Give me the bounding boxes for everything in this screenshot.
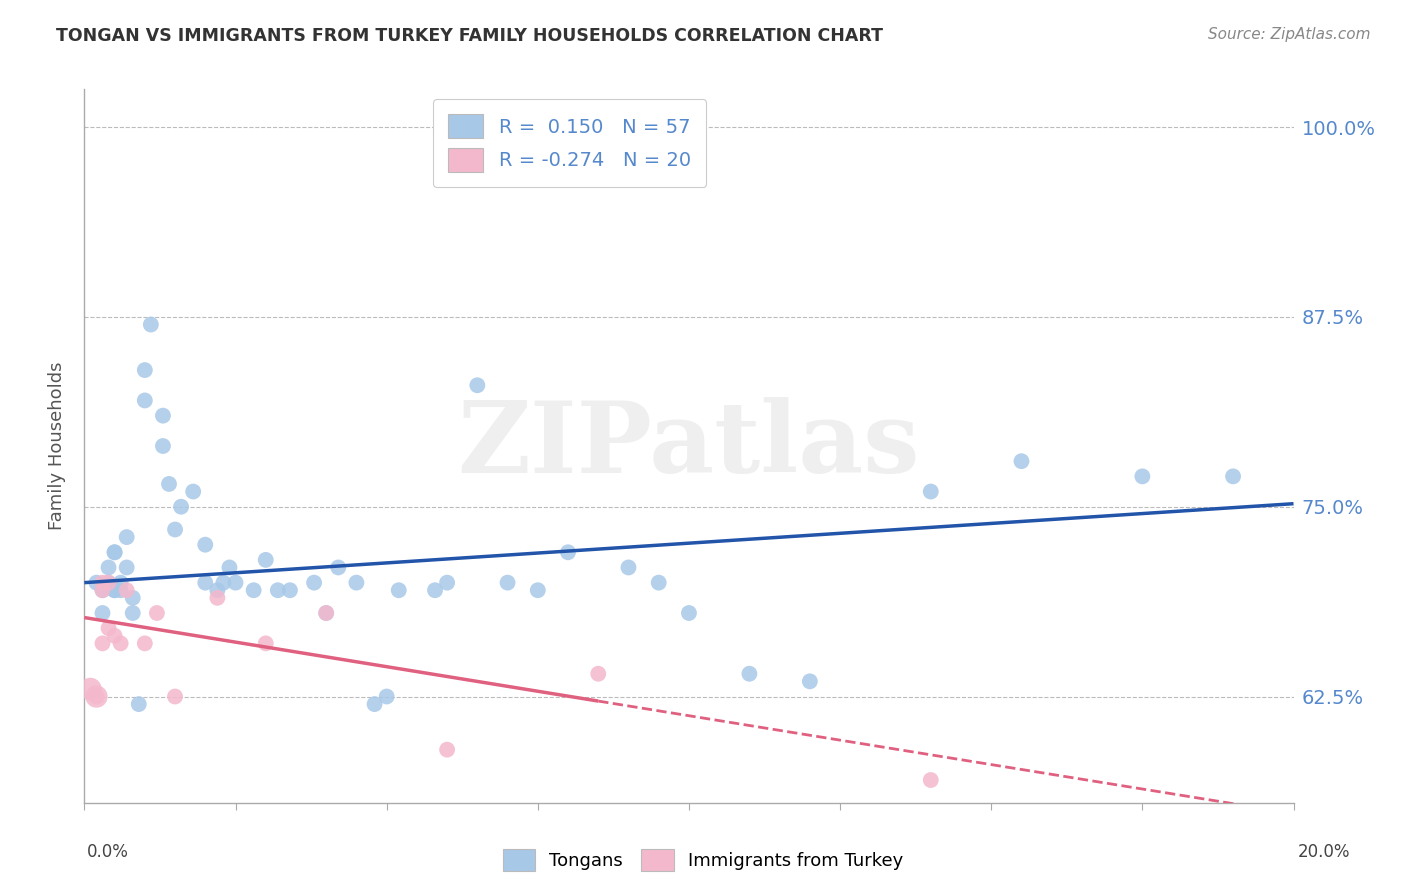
- Point: [920, 772, 942, 787]
- Point: [738, 666, 761, 681]
- Point: [346, 575, 368, 590]
- Point: [315, 606, 337, 620]
- Point: [302, 575, 325, 590]
- Point: [1011, 454, 1033, 468]
- Point: [110, 575, 132, 590]
- Point: [467, 378, 489, 392]
- Point: [157, 477, 180, 491]
- Point: [104, 629, 127, 643]
- Point: [254, 636, 277, 650]
- Point: [91, 575, 114, 590]
- Point: [91, 583, 114, 598]
- Point: [134, 393, 156, 408]
- Point: [110, 636, 132, 650]
- Point: [254, 553, 277, 567]
- Point: [363, 697, 385, 711]
- Point: [104, 583, 127, 598]
- Point: [97, 575, 120, 590]
- Text: 0.0%: 0.0%: [87, 843, 129, 861]
- Point: [648, 575, 671, 590]
- Point: [799, 674, 821, 689]
- Point: [207, 583, 229, 598]
- Legend: Tongans, Immigrants from Turkey: Tongans, Immigrants from Turkey: [495, 842, 911, 879]
- Point: [91, 606, 114, 620]
- Point: [557, 545, 579, 559]
- Point: [110, 583, 132, 598]
- Legend: R =  0.150   N = 57, R = -0.274   N = 20: R = 0.150 N = 57, R = -0.274 N = 20: [433, 99, 706, 187]
- Point: [115, 560, 138, 574]
- Point: [278, 583, 301, 598]
- Point: [170, 500, 193, 514]
- Point: [423, 583, 446, 598]
- Point: [115, 530, 138, 544]
- Point: [91, 636, 114, 650]
- Point: [165, 690, 187, 704]
- Point: [152, 409, 174, 423]
- Point: [121, 591, 143, 605]
- Point: [225, 575, 247, 590]
- Point: [207, 591, 229, 605]
- Point: [86, 690, 108, 704]
- Point: [496, 575, 519, 590]
- Point: [588, 666, 610, 681]
- Point: [115, 583, 138, 598]
- Point: [218, 560, 240, 574]
- Point: [315, 606, 337, 620]
- Point: [617, 560, 640, 574]
- Point: [1222, 469, 1244, 483]
- Point: [97, 575, 120, 590]
- Point: [267, 583, 290, 598]
- Y-axis label: Family Households: Family Households: [48, 362, 66, 530]
- Point: [121, 606, 143, 620]
- Point: [134, 363, 156, 377]
- Text: TONGAN VS IMMIGRANTS FROM TURKEY FAMILY HOUSEHOLDS CORRELATION CHART: TONGAN VS IMMIGRANTS FROM TURKEY FAMILY …: [56, 27, 883, 45]
- Point: [212, 575, 235, 590]
- Point: [86, 690, 108, 704]
- Point: [128, 697, 150, 711]
- Point: [678, 606, 700, 620]
- Point: [1130, 469, 1153, 483]
- Point: [152, 439, 174, 453]
- Point: [375, 690, 398, 704]
- Point: [920, 484, 942, 499]
- Point: [139, 318, 162, 332]
- Text: Source: ZipAtlas.com: Source: ZipAtlas.com: [1208, 27, 1371, 42]
- Point: [242, 583, 264, 598]
- Point: [388, 583, 411, 598]
- Point: [104, 545, 127, 559]
- Point: [134, 636, 156, 650]
- Point: [146, 606, 169, 620]
- Point: [97, 621, 120, 635]
- Point: [104, 583, 127, 598]
- Text: ZIPatlas: ZIPatlas: [458, 398, 920, 494]
- Point: [79, 681, 101, 696]
- Text: 20.0%: 20.0%: [1298, 843, 1350, 861]
- Point: [104, 545, 127, 559]
- Point: [86, 575, 108, 590]
- Point: [194, 575, 217, 590]
- Point: [436, 742, 458, 756]
- Point: [328, 560, 350, 574]
- Point: [194, 538, 217, 552]
- Point: [436, 575, 458, 590]
- Point: [91, 583, 114, 598]
- Point: [97, 560, 120, 574]
- Point: [527, 583, 550, 598]
- Point: [181, 484, 204, 499]
- Point: [165, 523, 187, 537]
